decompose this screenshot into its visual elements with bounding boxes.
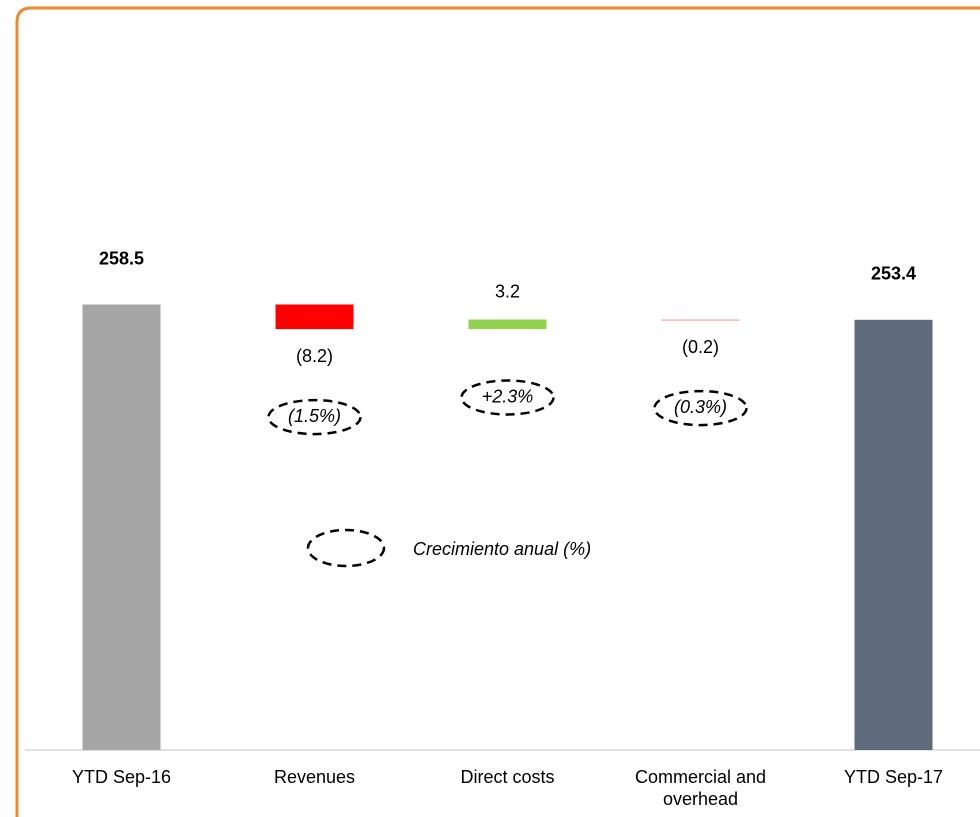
x-tick-label: YTD Sep-16 <box>71 767 172 787</box>
growth-label: +2.3% <box>482 386 534 406</box>
frame <box>15 6 980 817</box>
legend-symbol <box>306 528 386 568</box>
growth-label: (0.3%) <box>674 397 727 417</box>
value-label: 258.5 <box>99 248 144 268</box>
x-tick-label: Commercial and overhead <box>634 767 767 809</box>
growth-ellipse <box>653 389 748 427</box>
growth-label: (1.5%) <box>288 406 341 426</box>
bar <box>661 319 740 321</box>
value-label: (0.2) <box>682 337 719 357</box>
bar <box>275 304 354 330</box>
x-tick-label: YTD Sep-17 <box>843 767 944 787</box>
bar <box>468 319 547 330</box>
bar <box>82 304 161 750</box>
legend-label: Crecimiento anual (%) <box>413 539 591 559</box>
value-label: 253.4 <box>871 264 916 284</box>
growth-ellipse <box>267 398 362 436</box>
bar <box>854 319 933 750</box>
growth-ellipse <box>460 379 555 416</box>
value-label: 3.2 <box>495 281 520 301</box>
x-tick-label: Revenues <box>273 767 356 787</box>
x-tick-label: Direct costs <box>460 767 555 787</box>
value-label: (8.2) <box>296 346 333 366</box>
